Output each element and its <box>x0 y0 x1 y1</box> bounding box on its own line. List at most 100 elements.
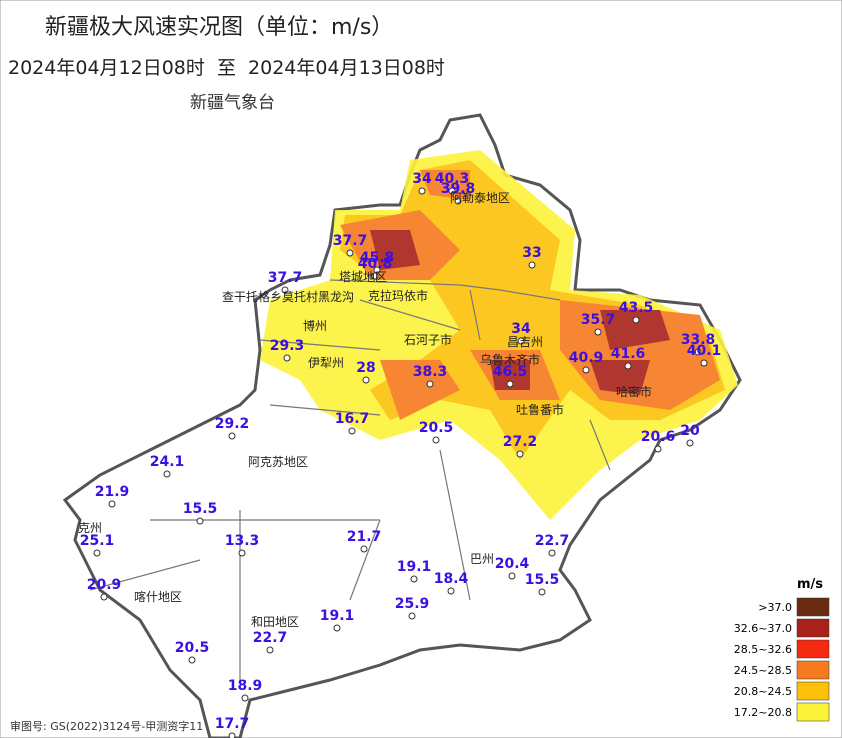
station-value: 20.6 <box>641 429 676 445</box>
legend-swatch <box>796 681 830 701</box>
legend-label: 24.5~28.5 <box>734 664 792 677</box>
station-value: 35.7 <box>581 312 616 328</box>
station-dot <box>700 359 708 367</box>
station-value: 46.5 <box>493 364 528 380</box>
title: 新疆极大风速实况图（单位：m/s） <box>45 15 393 40</box>
station-dot <box>548 549 556 557</box>
station-dot <box>348 427 356 435</box>
station-value: 45.8 <box>360 250 395 266</box>
legend-label: >37.0 <box>758 601 792 614</box>
station-dot <box>508 572 516 580</box>
region-name: 博州 <box>303 318 327 333</box>
legend-label: 17.2~20.8 <box>734 706 792 719</box>
station-value: 21.9 <box>95 484 130 500</box>
legend-swatch <box>796 702 830 722</box>
map <box>62 113 742 738</box>
station-dot <box>196 517 204 525</box>
station-value: 37.7 <box>333 233 368 249</box>
station-value: 20 <box>680 423 700 439</box>
station-value: 22.7 <box>253 630 288 646</box>
station-dot <box>432 436 440 444</box>
station-value: 19.1 <box>397 559 432 575</box>
station-dot <box>108 500 116 508</box>
station-value: 22.7 <box>535 533 570 549</box>
station-value: 28 <box>356 360 375 376</box>
station-dot <box>100 593 108 601</box>
station-value: 34 <box>511 321 531 337</box>
region-name: 塔城地区 <box>339 270 387 284</box>
region-name: 克拉玛依市 <box>368 288 428 303</box>
station-dot <box>362 376 370 384</box>
station-value: 20.4 <box>495 556 530 572</box>
station-value: 24.1 <box>150 454 185 470</box>
borders <box>89 279 611 680</box>
station-dot <box>281 286 289 294</box>
station-value: 15.5 <box>525 572 560 588</box>
region-name: 石河子市 <box>404 332 452 347</box>
legend-swatch <box>796 597 830 617</box>
station-dot <box>333 624 341 632</box>
station-dot <box>654 445 662 453</box>
station-value: 43.5 <box>619 300 654 316</box>
legend-swatch <box>796 660 830 680</box>
station-dot <box>238 549 246 557</box>
station-value: 37.7 <box>268 270 303 286</box>
region-name: 克州 <box>78 521 102 535</box>
legend-label: 28.5~32.6 <box>734 643 792 656</box>
station-value: 15.5 <box>183 501 218 517</box>
station-value: 27.2 <box>503 434 538 450</box>
station-value: 29.2 <box>215 416 250 432</box>
station-value: 25.9 <box>395 596 430 612</box>
station-dot <box>228 732 236 738</box>
station-dot <box>624 362 632 370</box>
wind-areas <box>260 150 738 520</box>
station-dot <box>410 575 418 583</box>
station-value: 13.3 <box>225 533 260 549</box>
station-dot <box>447 587 455 595</box>
legend-swatch <box>796 618 830 638</box>
station-value: 18.9 <box>228 678 263 694</box>
station-dot <box>93 549 101 557</box>
station-value: 19.1 <box>320 608 355 624</box>
station-value: 38.3 <box>413 364 448 380</box>
legend-label: 32.6~37.0 <box>734 622 792 635</box>
region-name: 昌吉州 <box>507 335 543 349</box>
station-value: 40.9 <box>569 350 604 366</box>
station-dot <box>283 354 291 362</box>
region-name: 巴州 <box>470 552 494 566</box>
station-value: 33 <box>522 245 541 261</box>
station-value: 34 <box>412 171 432 187</box>
station-value: 39.8 <box>441 181 476 197</box>
station-dot <box>528 261 536 269</box>
station-dot <box>686 439 694 447</box>
station-dot <box>241 694 249 702</box>
station-dot <box>694 348 702 356</box>
station-dot <box>228 432 236 440</box>
region-name: 和田地区 <box>251 615 299 629</box>
station-value: 33.8 <box>681 332 716 348</box>
station-dot <box>188 656 196 664</box>
station-value: 40.8 <box>358 256 393 272</box>
station-value: 21.7 <box>347 529 382 545</box>
legend-title: m/s <box>797 577 823 592</box>
station-dot <box>448 187 456 195</box>
region-name: 喀什地区 <box>134 590 182 604</box>
station-dot <box>371 272 379 280</box>
station-dot <box>454 197 462 205</box>
legend-label: 20.8~24.5 <box>734 685 792 698</box>
station-value: 20.5 <box>419 420 454 436</box>
station-dot <box>408 612 416 620</box>
station-dot <box>266 646 274 654</box>
region-name: 哈密市 <box>616 384 652 399</box>
footer: 审图号: GS(2022)3124号-甲测资字11 <box>10 719 203 733</box>
station-value: 29.3 <box>270 338 305 354</box>
station-dot <box>346 249 354 257</box>
station-value: 18.4 <box>434 571 469 587</box>
region-name: 阿克苏地区 <box>248 455 308 469</box>
region-name: 阿勒泰地区 <box>450 191 510 205</box>
station-dot <box>538 588 546 596</box>
station-value: 25.1 <box>80 533 115 549</box>
station-dot <box>517 337 525 345</box>
station-value: 40.1 <box>687 343 722 359</box>
